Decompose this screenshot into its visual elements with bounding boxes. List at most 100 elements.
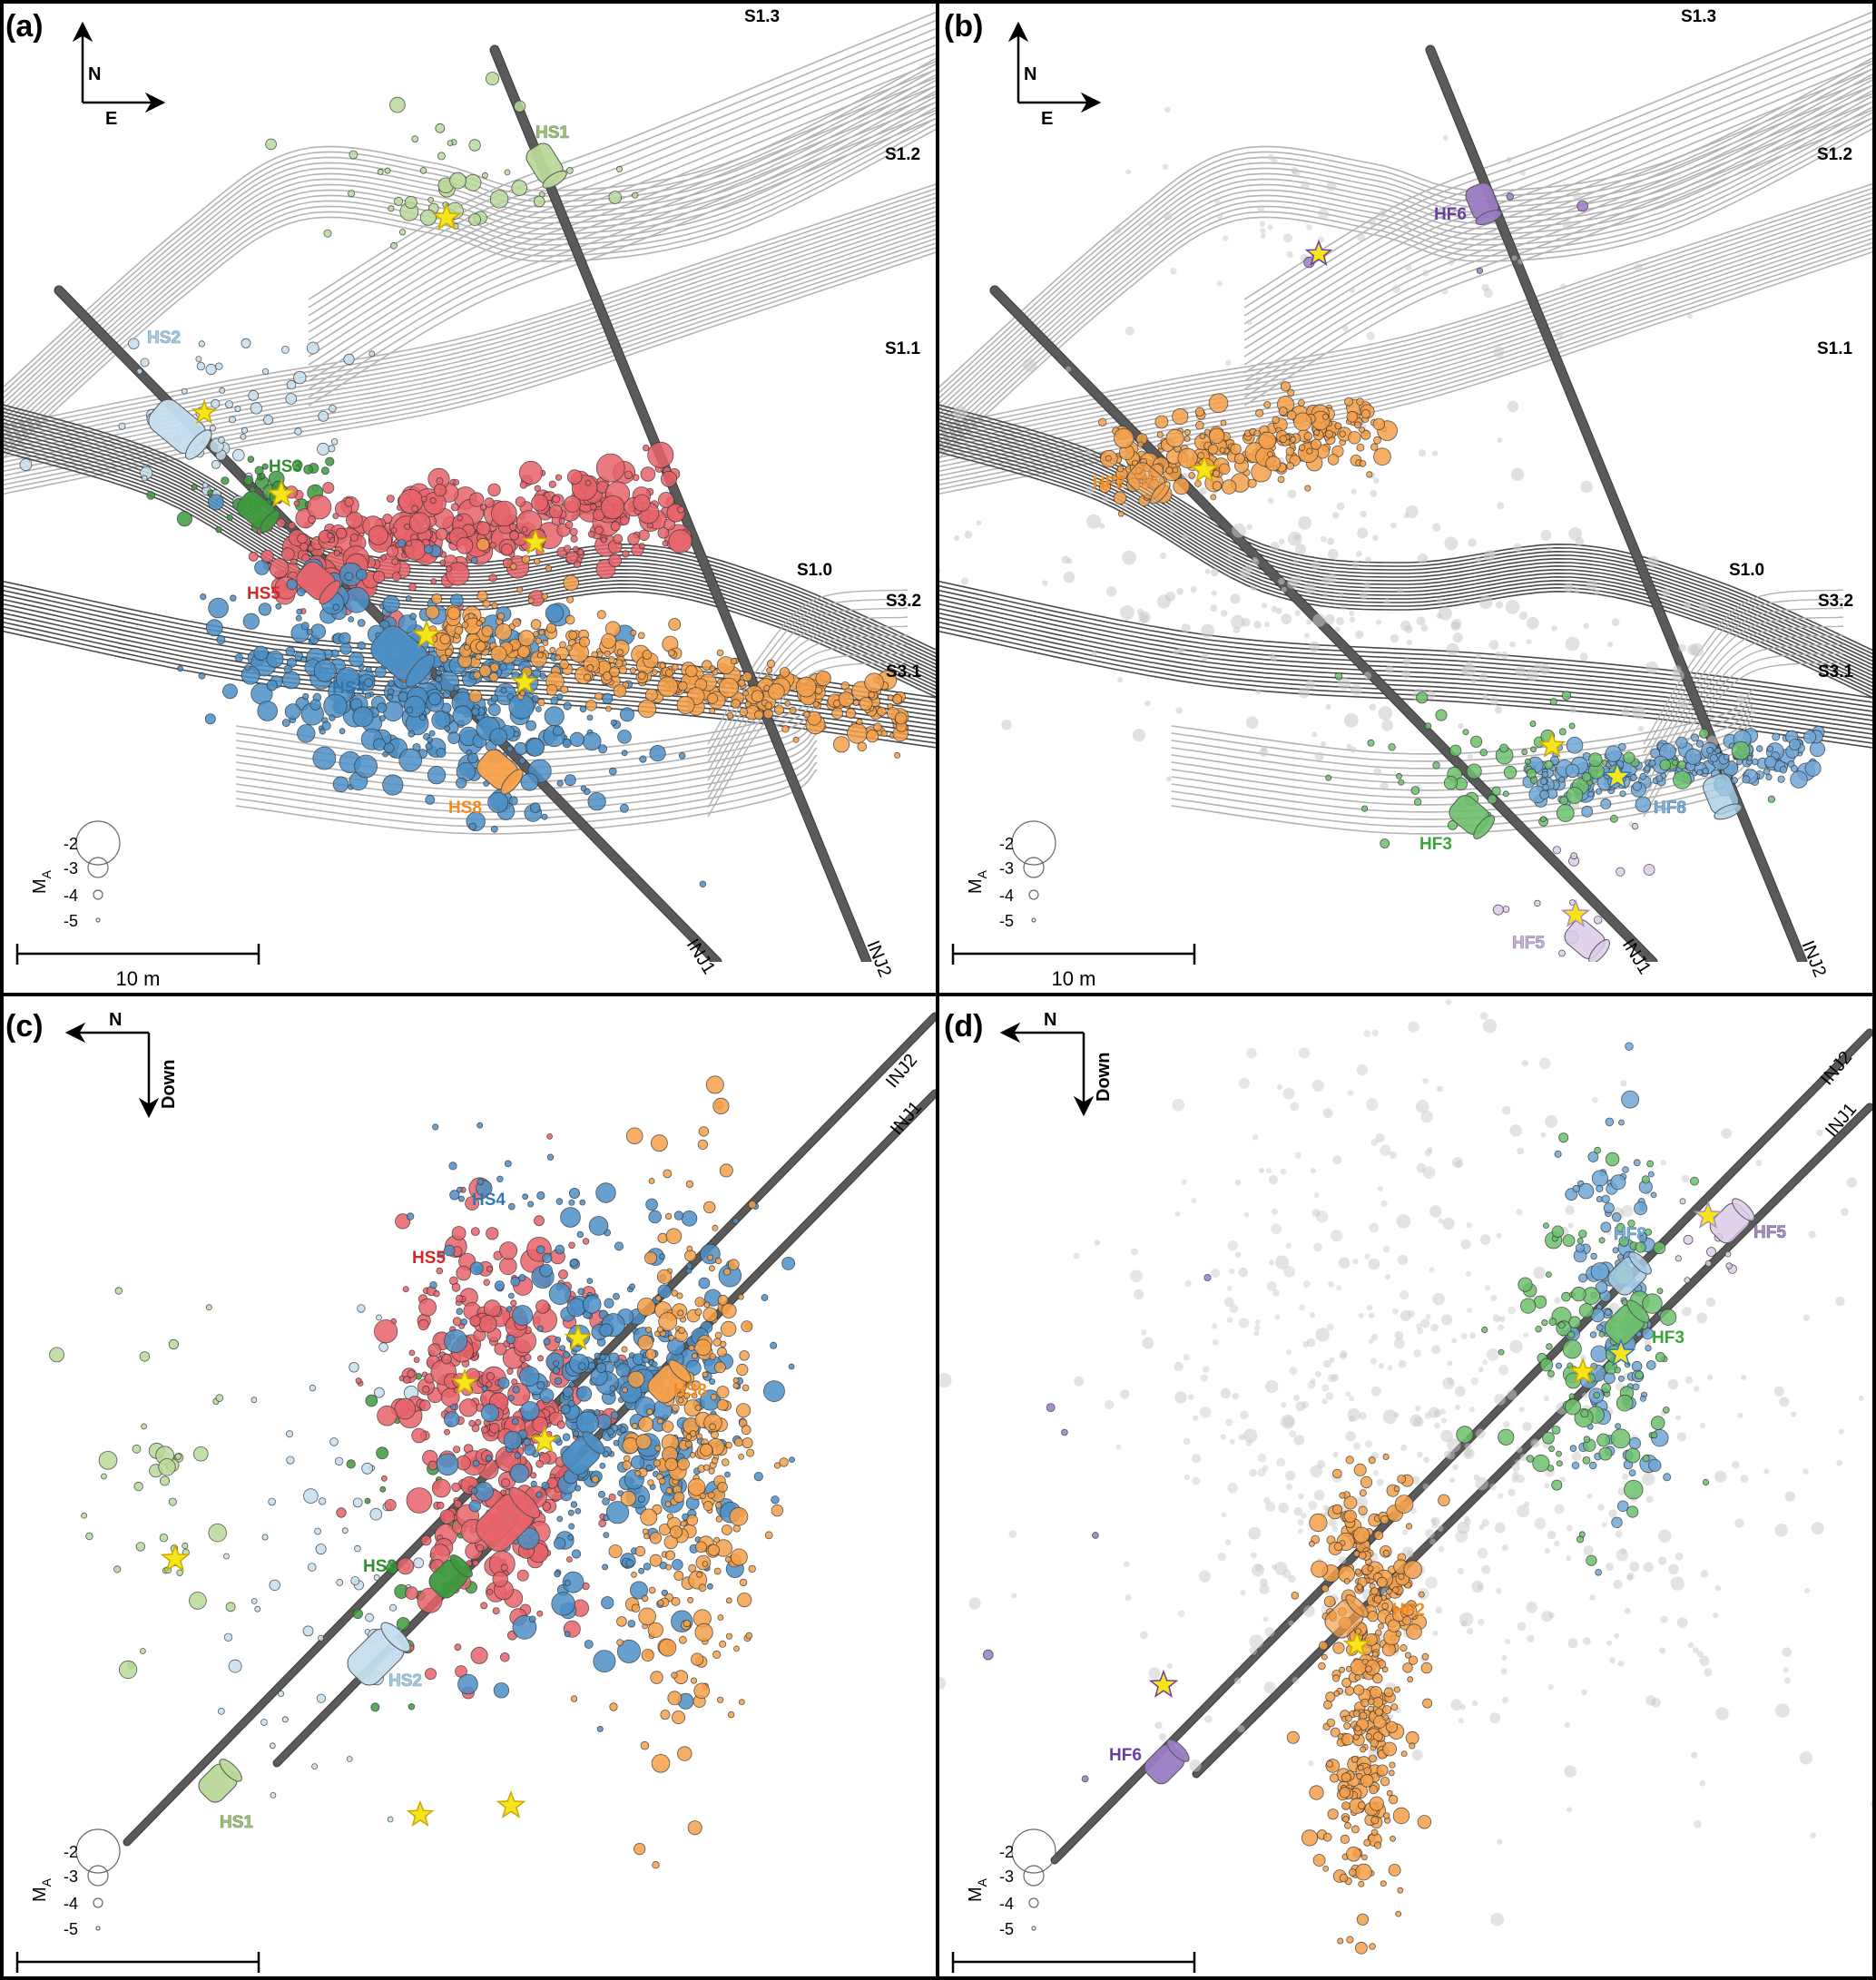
legend-value: -3 — [64, 859, 78, 877]
fracture-trace — [939, 404, 1872, 652]
event-point — [1534, 1517, 1547, 1530]
event-point — [390, 241, 398, 250]
event-point — [573, 545, 579, 553]
event-point — [1574, 587, 1580, 593]
event-point — [1496, 1232, 1502, 1239]
event-point — [411, 135, 419, 143]
event-point — [709, 665, 716, 672]
event-point — [1763, 768, 1771, 775]
fracture-trace — [4, 68, 936, 399]
event-point — [646, 1408, 653, 1416]
event-point — [500, 544, 514, 556]
event-point — [716, 1347, 727, 1358]
event-point — [276, 518, 286, 528]
event-point — [1285, 1483, 1293, 1491]
event-point — [226, 514, 233, 522]
event-point — [1281, 1402, 1287, 1408]
event-point — [1657, 1529, 1672, 1543]
event-point — [1631, 822, 1639, 830]
event-point — [1278, 577, 1285, 585]
event-point — [609, 1702, 618, 1711]
event-point — [1488, 550, 1496, 558]
event-point — [585, 699, 597, 711]
event-point — [1439, 1408, 1447, 1415]
event-point — [1188, 472, 1195, 479]
event-point — [673, 1491, 685, 1504]
event-point — [1502, 790, 1509, 798]
panel-label-a: (a) — [5, 9, 44, 44]
event-point — [135, 1542, 146, 1552]
event-point — [447, 731, 460, 744]
fracture-trace — [707, 634, 909, 790]
event-point — [568, 1199, 575, 1206]
event-point — [450, 1404, 457, 1411]
event-point — [1670, 1576, 1684, 1591]
event-point — [1403, 900, 1409, 906]
event-point — [402, 1286, 409, 1293]
event-point — [1400, 1444, 1408, 1451]
event-point — [1422, 1698, 1433, 1709]
event-point — [1356, 443, 1365, 452]
event-point — [761, 1294, 769, 1301]
event-point — [417, 1318, 429, 1331]
event-point — [638, 529, 650, 542]
event-point — [1381, 719, 1393, 731]
packer-interval — [370, 625, 436, 688]
event-point — [432, 1123, 439, 1131]
event-point — [1552, 846, 1562, 855]
event-point — [407, 1369, 416, 1378]
event-point — [1294, 1152, 1301, 1159]
event-point — [439, 1509, 456, 1524]
event-point — [454, 1643, 462, 1652]
event-point — [1343, 1578, 1351, 1584]
event-point — [1396, 772, 1402, 779]
event-point — [1462, 729, 1469, 736]
event-point — [1615, 1530, 1623, 1538]
event-point — [586, 1278, 594, 1284]
event-point — [1690, 1176, 1699, 1186]
event-point — [1285, 1242, 1292, 1250]
event-point — [1376, 1478, 1384, 1486]
event-point — [1327, 573, 1337, 583]
event-point — [1445, 998, 1452, 1005]
event-point — [1583, 1545, 1594, 1555]
event-point — [1001, 720, 1012, 730]
event-point — [1678, 643, 1687, 652]
event-point — [280, 547, 295, 562]
event-point — [1289, 1367, 1298, 1376]
event-point — [198, 671, 206, 680]
packer-end — [219, 1759, 242, 1782]
event-point — [250, 1598, 258, 1604]
event-point — [388, 680, 395, 687]
event-point — [1290, 1102, 1300, 1112]
event-point — [1772, 732, 1781, 741]
event-point — [408, 512, 431, 534]
event-point — [481, 625, 494, 637]
event-point — [567, 1399, 575, 1407]
event-point — [1350, 288, 1356, 293]
event-point — [285, 1430, 293, 1438]
event-point — [1489, 1712, 1501, 1724]
event-point — [487, 791, 509, 813]
event-point — [1628, 1437, 1642, 1450]
event-point — [1251, 1563, 1265, 1577]
event-point — [1361, 1854, 1368, 1861]
event-point — [1489, 697, 1498, 706]
event-point — [222, 683, 238, 700]
fracture-trace — [939, 444, 1872, 691]
event-point — [1117, 677, 1124, 683]
event-point — [248, 389, 260, 401]
event-point — [427, 196, 435, 203]
event-point — [1606, 1640, 1613, 1646]
event-point — [1583, 1436, 1591, 1443]
event-point — [697, 1139, 709, 1150]
event-point — [1395, 1631, 1402, 1637]
event-point — [482, 599, 491, 608]
event-point — [1517, 259, 1524, 265]
event-point — [1268, 497, 1274, 504]
event-point — [191, 484, 198, 490]
event-point — [1526, 668, 1539, 681]
event-point — [1344, 1714, 1352, 1722]
event-point — [1137, 441, 1144, 448]
event-point — [1639, 772, 1647, 780]
